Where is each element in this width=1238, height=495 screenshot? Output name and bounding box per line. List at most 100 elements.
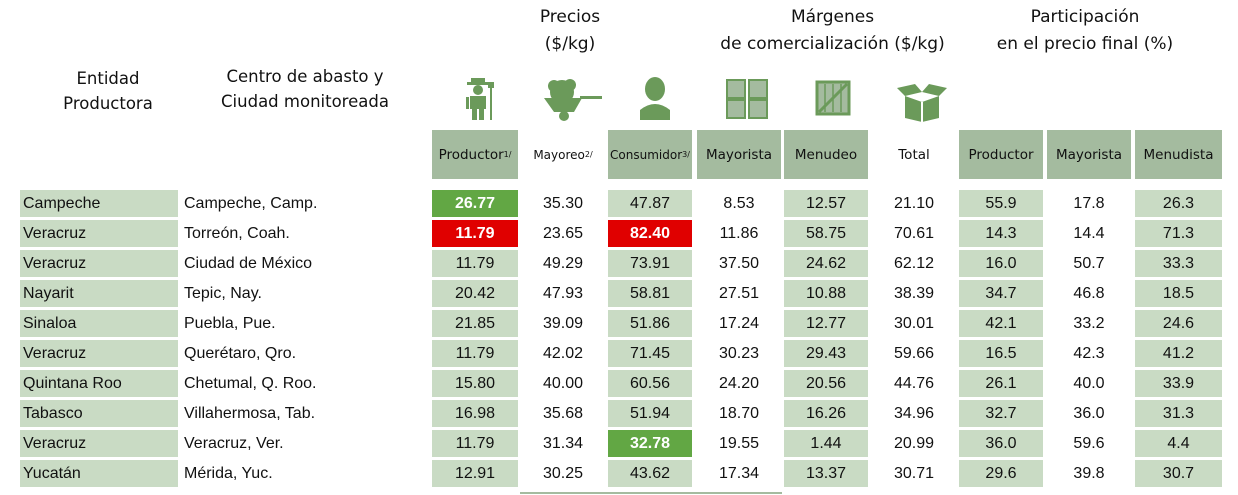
row-entidad: Quintana Roo (20, 370, 178, 397)
table-cell: 35.30 (542, 194, 584, 212)
table-cell: 14.4 (1073, 224, 1105, 242)
header-centro-line2: Ciudad monitoreada (221, 92, 389, 111)
table-cell: 41.2 (1135, 340, 1222, 367)
row-entidad: Veracruz (20, 340, 178, 367)
consumer-icon (640, 77, 670, 120)
table-cell: 17.34 (718, 464, 760, 482)
table-cell: 17.8 (1073, 194, 1105, 212)
row-entidad: Nayarit (20, 280, 178, 307)
open-box-icon (897, 84, 947, 122)
table-cell: 42.02 (542, 344, 584, 362)
table-cell: 24.62 (784, 250, 868, 277)
header-participacion-line1: Participación (1030, 7, 1140, 27)
header-entidad-line1: Entidad (76, 69, 140, 88)
table-cell: 12.91 (432, 460, 518, 487)
row-centro: Torreón, Coah. (184, 224, 290, 242)
header-participacion: Participación en el precio final (%) (975, 4, 1195, 58)
table-cell: 24.6 (1135, 310, 1222, 337)
row-centro: Mérida, Yuc. (184, 464, 273, 482)
table-cell: 33.3 (1135, 250, 1222, 277)
table-cell: 30.23 (718, 344, 760, 362)
table-cell: 59.66 (893, 344, 935, 362)
column-header-productor: Productor (959, 130, 1043, 179)
header-margenes: Márgenes de comercialización ($/kg) (700, 4, 965, 58)
farmer-icon (466, 78, 494, 120)
bottom-rule (520, 492, 782, 494)
crates-icon (726, 79, 768, 119)
table-cell: 60.56 (608, 370, 692, 397)
table-cell: 35.68 (542, 404, 584, 422)
column-header-label: Consumidor (610, 147, 683, 162)
row-centro: Querétaro, Qro. (184, 344, 297, 362)
row-entidad: Sinaloa (20, 310, 178, 337)
table-cell: 8.53 (723, 194, 755, 212)
row-centro: Tepic, Nay. (184, 284, 262, 302)
table-cell: 15.80 (432, 370, 518, 397)
header-precios-line2: ($/kg) (544, 34, 596, 54)
table-cell: 20.99 (893, 434, 935, 452)
row-centro: Veracruz, Ver. (184, 434, 284, 452)
table-cell: 16.0 (959, 250, 1043, 277)
table-cell: 58.81 (608, 280, 692, 307)
table-cell: 70.61 (893, 224, 935, 242)
table-cell: 16.5 (959, 340, 1043, 367)
table-cell: 47.93 (542, 284, 584, 302)
column-header-label: Mayorista (1055, 146, 1123, 163)
header-precios-line1: Precios (539, 7, 601, 27)
table-cell: 23.65 (542, 224, 584, 242)
column-header-label: Productor (438, 146, 504, 163)
table-cell: 11.86 (719, 224, 759, 242)
table-cell: 29.6 (959, 460, 1043, 487)
table-cell: 21.10 (893, 194, 935, 212)
wheelbarrow-icon (544, 79, 602, 121)
table-cell: 20.42 (432, 280, 518, 307)
table-cell: 34.7 (959, 280, 1043, 307)
table-cell: 36.0 (959, 430, 1043, 457)
header-entidad: Entidad Productora (38, 66, 178, 116)
row-entidad: Veracruz (20, 250, 178, 277)
table-cell: 43.62 (608, 460, 692, 487)
table-cell: 31.3 (1135, 400, 1222, 427)
table-cell: 32.7 (959, 400, 1043, 427)
row-centro: Puebla, Pue. (184, 314, 276, 332)
header-entidad-line2: Productora (63, 94, 153, 113)
table-cell: 71.3 (1135, 220, 1222, 247)
table-cell: 30.71 (893, 464, 935, 482)
table-cell: 47.87 (608, 190, 692, 217)
table-cell: 55.9 (959, 190, 1043, 217)
table-cell: 12.57 (784, 190, 868, 217)
row-entidad: Tabasco (20, 400, 178, 427)
column-header-label: Productor (968, 146, 1034, 163)
table-cell: 13.37 (784, 460, 868, 487)
table-cell: 29.43 (784, 340, 868, 367)
column-header-productor: Productor 1/ (432, 130, 518, 179)
header-margenes-line2: de comercialización ($/kg) (720, 34, 945, 54)
table-cell: 24.20 (718, 374, 760, 392)
table-cell: 51.86 (608, 310, 692, 337)
table-cell: 73.91 (608, 250, 692, 277)
table-cell: 31.34 (542, 434, 584, 452)
header-margenes-line1: Márgenes (790, 7, 875, 27)
table-cell: 11.79 (432, 220, 518, 247)
table-cell: 10.88 (784, 280, 868, 307)
row-centro: Campeche, Camp. (184, 194, 318, 212)
table-cell: 42.1 (959, 310, 1043, 337)
column-header-footnote: 3/ (682, 150, 690, 159)
table-cell: 20.56 (784, 370, 868, 397)
table-cell: 27.51 (718, 284, 760, 302)
header-participacion-line2: en el precio final (%) (996, 34, 1174, 54)
table-cell: 36.0 (1073, 404, 1105, 422)
table-cell: 33.2 (1073, 314, 1105, 332)
column-header-consumidor: Consumidor 3/ (608, 130, 692, 179)
table-cell: 11.79 (432, 430, 518, 457)
table-cell: 46.8 (1073, 284, 1105, 302)
table-cell: 21.85 (432, 310, 518, 337)
table-cell: 1.44 (784, 430, 868, 457)
column-header-mayoreo: Mayoreo 2/ (521, 130, 605, 179)
header-precios: Precios ($/kg) (500, 4, 640, 58)
column-header-footnote: 1/ (503, 150, 512, 159)
table-cell: 49.29 (542, 254, 584, 272)
table-cell: 40.00 (542, 374, 584, 392)
table-cell: 37.50 (718, 254, 760, 272)
table-cell: 17.24 (718, 314, 760, 332)
